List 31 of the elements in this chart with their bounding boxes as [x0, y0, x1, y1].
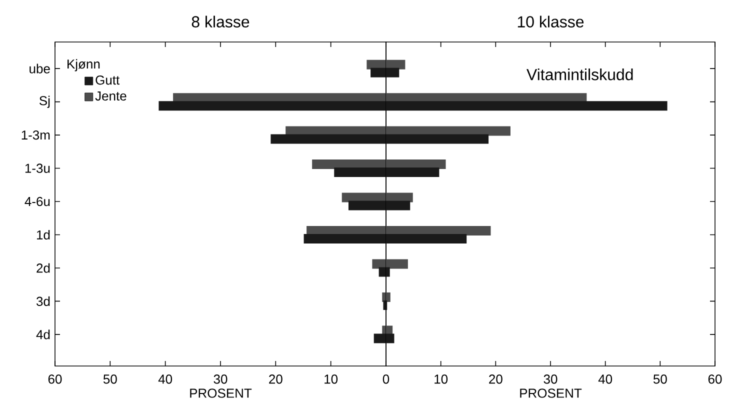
chart-title: 10 klasse	[518, 16, 584, 28]
y-tick-label: 4d	[36, 330, 50, 340]
legend-label: Jente	[95, 92, 126, 101]
x-tick-label: 20	[489, 374, 502, 384]
y-tick-label: 1-3m	[22, 130, 50, 140]
x-tick-label: 10	[324, 374, 338, 384]
y-tick-label: 4-6u	[24, 196, 50, 206]
x-tick-label: 50	[103, 374, 117, 384]
y-tick-label: Sj	[40, 96, 50, 108]
y-tick-label: ube	[30, 64, 50, 74]
x-tick-label: 0	[382, 374, 390, 384]
x-tick-label: 20	[269, 374, 282, 384]
x-tick-label: 50	[653, 374, 667, 384]
x-axis-title: PROSENT	[520, 388, 582, 398]
x-tick-label: 10	[434, 374, 448, 384]
x-axis-title: PROSENT	[190, 388, 252, 398]
x-tick-label: 30	[214, 374, 228, 384]
y-tick-label: 1-3u	[25, 164, 50, 173]
x-tick-label: 40	[158, 374, 172, 384]
x-tick-label: 60	[708, 374, 722, 384]
legend-title: Kjønn	[68, 59, 100, 72]
legend-label: Gutt	[96, 75, 120, 85]
bar	[383, 300, 386, 310]
x-tick-label: 40	[598, 374, 612, 384]
y-tick-label: 3d	[36, 296, 50, 306]
y-tick-label: 2d	[36, 263, 50, 273]
annotation: Vitamintilskudd	[526, 68, 633, 80]
x-tick-label: 60	[48, 374, 62, 384]
y-tick-label: 1d	[36, 230, 50, 240]
x-tick-label: 30	[544, 374, 558, 384]
chart-title: 8 klasse	[192, 16, 250, 28]
